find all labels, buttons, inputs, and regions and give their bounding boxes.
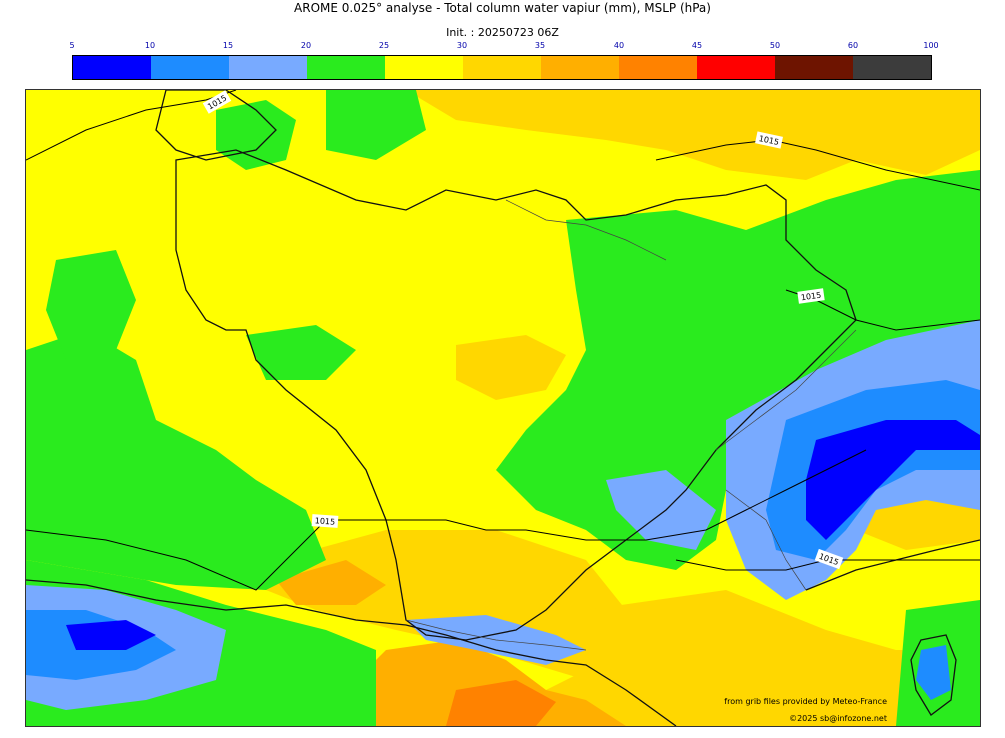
drier-zone-belgium [326, 90, 426, 160]
colorbar-swatch [541, 56, 619, 79]
isobar-label: 1015 [755, 131, 783, 149]
map-init-time: Init. : 20250723 06Z [446, 26, 559, 39]
moist-zone-northeast [406, 90, 980, 180]
colorbar-tick: 60 [847, 41, 859, 50]
isobar-label: 1015 [311, 514, 339, 528]
colorbar-tick: 45 [691, 41, 703, 50]
colorbar-swatch [775, 56, 853, 79]
very-moist-zone-gascony [276, 560, 386, 605]
colorbar-swatch [463, 56, 541, 79]
water-vapour-map: 1015 1015 1015 1015 1015 [25, 89, 981, 727]
colorbar-swatch [697, 56, 775, 79]
colorbar-swatches [72, 55, 932, 80]
isobar-1015-northeast [655, 139, 980, 191]
colorbar-tick: 50 [769, 41, 781, 50]
map-title: AROME 0.025° analyse - Total column wate… [294, 1, 711, 15]
driest-zone-biscay [66, 620, 156, 650]
coastline-iberia [26, 579, 677, 726]
copyright-credit: ©2025 sb@infozone.net [789, 714, 887, 723]
dry-zone-massif [606, 470, 716, 550]
map-canvas: 1015 1015 1015 1015 1015 [26, 90, 980, 726]
border-france-switzerland [715, 329, 857, 451]
colorbar-tick: 25 [378, 41, 390, 50]
colorbar-swatch [853, 56, 931, 79]
data-source-credit: from grib files provided by Meteo-France [724, 697, 887, 706]
isobar-label-text: 1015 [314, 516, 335, 526]
border-france-italy [725, 489, 807, 591]
drier-zone-brittany [246, 325, 356, 380]
border-france-belgium [505, 199, 667, 261]
colorbar-swatch [619, 56, 697, 79]
drier-zone-ireland-sea [46, 250, 136, 360]
moist-zone-center [456, 335, 566, 400]
peak-moisture-zone-pyrenees [446, 680, 556, 726]
very-dry-zone-corsica [916, 645, 951, 700]
drier-zone-atlantic [26, 330, 326, 590]
colorbar-swatch [229, 56, 307, 79]
driest-zone-alps [806, 420, 980, 540]
very-moist-zone-mediterranean [346, 640, 626, 726]
colorbar-tick: 35 [534, 41, 546, 50]
isobar-label: 1015 [797, 288, 825, 304]
colorbar-tick: 40 [613, 41, 625, 50]
colorbar-ticks: 5 10 15 20 25 30 35 40 45 50 60 100 [69, 40, 938, 54]
colorbar-tick: 5 [69, 41, 75, 50]
colorbar-swatch [307, 56, 385, 79]
colorbar-tick: 10 [144, 41, 156, 50]
isobar-label-text: 1015 [758, 134, 780, 147]
colorbar-tick: 100 [923, 41, 939, 50]
border-france-spain [405, 619, 587, 651]
colorbar-legend: 5 10 15 20 25 30 35 40 45 50 60 100 [69, 40, 939, 80]
drier-zone-english-channel [216, 100, 296, 170]
colorbar-swatch [385, 56, 463, 79]
colorbar-tick: 20 [300, 41, 312, 50]
isobar-label-text: 1015 [800, 291, 821, 303]
coastline-uk [155, 90, 277, 161]
colorbar-tick: 30 [456, 41, 468, 50]
coastline-corsica [910, 634, 957, 716]
colorbar-tick: 15 [222, 41, 234, 50]
isobar-1015-main [26, 449, 867, 591]
drier-zone-east [496, 170, 980, 570]
colorbar-swatch [151, 56, 229, 79]
colorbar-swatch [73, 56, 151, 79]
moist-zone-south [506, 590, 980, 726]
